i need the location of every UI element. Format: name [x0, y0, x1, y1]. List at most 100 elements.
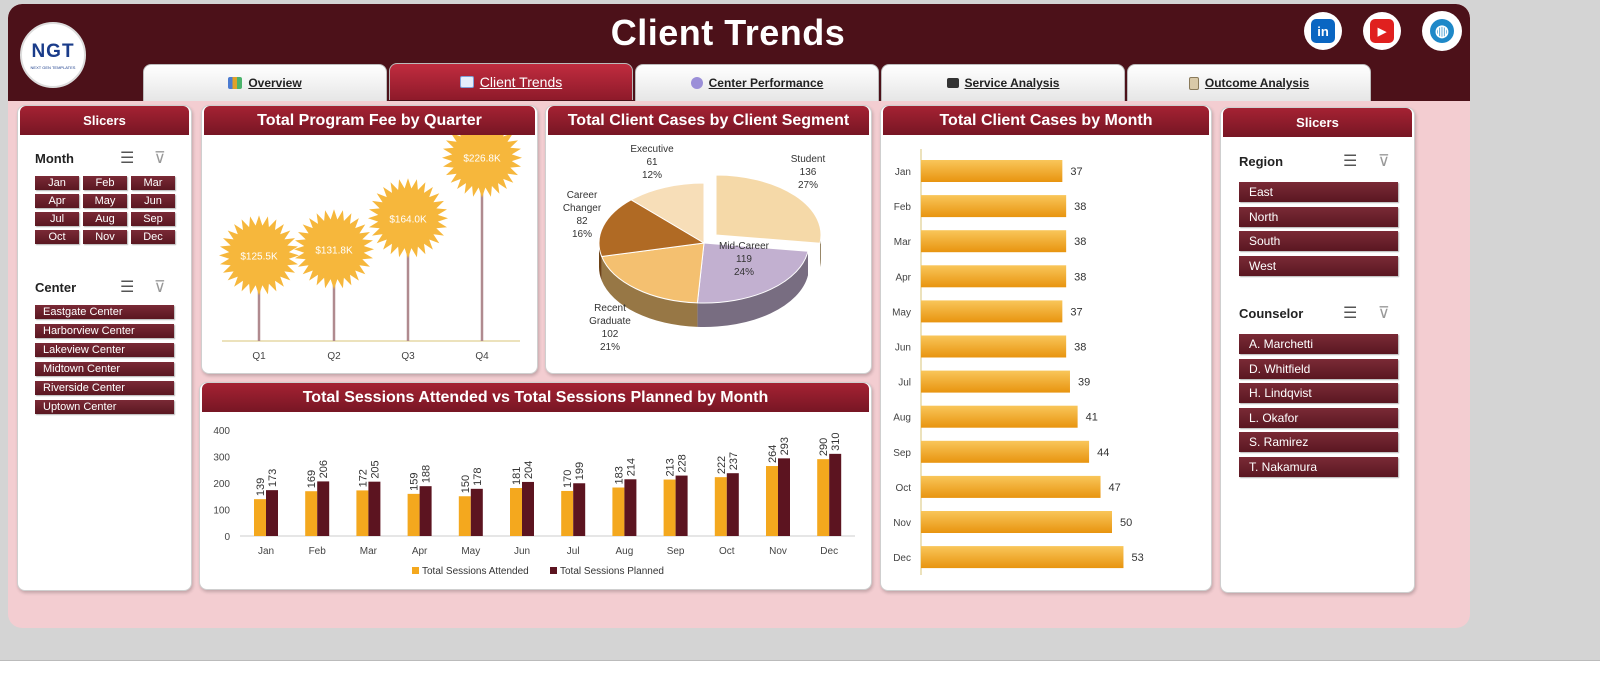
month-slicer-item[interactable]: Nov [83, 230, 127, 244]
x-tick-label: Jul [567, 546, 580, 557]
counselor-slicer-item[interactable]: H. Lindqvist [1239, 383, 1398, 403]
month-tick-label: Mar [894, 237, 912, 248]
y-tick-label: 0 [224, 532, 230, 543]
counselor-slicer-item[interactable]: T. Nakamura [1239, 456, 1398, 477]
session-bar-planned [317, 481, 330, 536]
page-title: Client Trends [610, 12, 846, 53]
website-button[interactable]: ◍ [1422, 11, 1462, 51]
month-slicer-item[interactable]: Aug [83, 212, 127, 226]
pie-chart-svg: Student 136 27% Mid-Career 119 24% Recent Gradu… [563, 144, 826, 353]
clear-filter-icon[interactable]: ⊽ [1378, 153, 1390, 170]
center-slicer-item[interactable]: Midtown Center [35, 362, 174, 376]
month-slicer-item[interactable]: Feb [83, 176, 127, 190]
chart-title: Total Program Fee by Quarter [204, 106, 535, 135]
session-bar-planned [266, 490, 278, 536]
session-data-label: 169 [306, 470, 318, 488]
region-slicer-item[interactable]: North [1239, 206, 1398, 227]
y-tick-label: 100 [213, 506, 230, 517]
month-slicer-item[interactable]: Jul [35, 212, 79, 226]
month-slicer-item[interactable]: Apr [35, 194, 79, 208]
month-tick-label: Dec [893, 553, 911, 564]
tab-center-performance[interactable]: Center Performance [635, 64, 879, 101]
multi-select-icon[interactable]: ☰ [120, 279, 135, 296]
pie-label-name: Changer [563, 203, 602, 214]
month-tick-label: Jan [895, 167, 911, 178]
fee-data-label: $226.8K [463, 154, 501, 165]
month-slicer-item[interactable]: Mar [131, 176, 175, 190]
pie-data-label: Mid-Career 119 24% [719, 241, 770, 278]
center-slicer-item[interactable]: Uptown Center [35, 400, 174, 414]
pie-label-name: Recent [594, 303, 626, 314]
sheet-background [0, 660, 1600, 680]
linkedin-button[interactable]: in [1304, 12, 1342, 50]
month-case-bar [921, 265, 1067, 288]
tab-client-trends[interactable]: Client Trends [389, 63, 633, 100]
counselor-slicer-item[interactable]: S. Ramirez [1239, 432, 1398, 452]
month-slicer-item[interactable]: Jun [131, 194, 175, 208]
center-slicer-item[interactable]: Riverside Center [35, 381, 174, 395]
session-bar-planned [522, 481, 534, 536]
company-logo[interactable]: NGT NEXT GEN TEMPLATES [20, 22, 86, 88]
session-bar-attended [356, 490, 369, 536]
fee-burst-marker [294, 209, 374, 290]
youtube-icon: ▶ [1370, 19, 1394, 43]
pie-label-value: 61 [646, 157, 658, 168]
month-case-bar [921, 195, 1067, 218]
region-slicer-item[interactable]: East [1239, 182, 1398, 202]
session-bar-planned [419, 486, 432, 536]
session-data-label: 170 [562, 470, 574, 488]
x-tick-label: Apr [412, 546, 428, 557]
legend-label: Total Sessions Planned [560, 566, 664, 577]
counselor-slicer-item[interactable]: L. Okafor [1239, 407, 1398, 428]
month-slicer-item[interactable]: Jan [35, 176, 79, 190]
month-case-value: 37 [1070, 306, 1082, 318]
youtube-button[interactable]: ▶ [1363, 12, 1401, 50]
counselor-slicer-item[interactable]: A. Marchetti [1239, 334, 1398, 354]
month-slicer-item[interactable]: Dec [131, 230, 175, 244]
center-slicer-item[interactable]: Harborview Center [35, 324, 174, 338]
session-data-label: 204 [523, 461, 535, 479]
x-tick-label: Feb [309, 546, 327, 557]
session-bar-attended [612, 487, 625, 536]
multi-select-icon[interactable]: ☰ [1343, 153, 1358, 170]
month-slicer-item[interactable]: Oct [35, 230, 79, 244]
region-slicer-item[interactable]: South [1239, 231, 1398, 251]
y-tick-label: 400 [213, 426, 230, 437]
tab-service-analysis[interactable]: Service Analysis [881, 64, 1125, 101]
multi-select-icon[interactable]: ☰ [120, 150, 135, 167]
clear-filter-icon[interactable]: ⊽ [1378, 305, 1390, 322]
tab-overview[interactable]: Overview [143, 64, 387, 101]
center-slicer-item[interactable]: Lakeview Center [35, 343, 174, 357]
month-case-value: 41 [1086, 412, 1098, 424]
session-bar-attended [714, 477, 727, 536]
x-tick-label: Jan [258, 546, 274, 557]
y-tick-label: 200 [213, 479, 230, 490]
session-data-label: 188 [421, 465, 433, 483]
pie-label-pct: 21% [600, 342, 620, 353]
counselor-slicer-item[interactable]: D. Whitfield [1239, 358, 1398, 379]
session-data-label: 290 [818, 438, 830, 456]
tab-outcome-analysis[interactable]: Outcome Analysis [1127, 64, 1371, 101]
pie-label-value: 102 [602, 329, 619, 340]
pie-label-name: Student [791, 154, 826, 165]
chart-title: Total Client Cases by Month [883, 106, 1209, 135]
legend-item: Total Sessions Planned [550, 566, 664, 577]
month-slicer-item[interactable]: May [83, 194, 127, 208]
session-data-label: 293 [779, 437, 791, 455]
dashboard: NGT NEXT GEN TEMPLATES Client Trends in … [8, 4, 1470, 628]
chart-title: Total Client Cases by Client Segment [548, 106, 869, 135]
fee-lollipop-Q1: $125.5K Q1 [219, 215, 299, 362]
month-slicer-item[interactable]: Sep [131, 212, 175, 226]
region-slicer-item[interactable]: West [1239, 255, 1398, 276]
clear-filter-icon[interactable]: ⊽ [154, 150, 166, 167]
month-case-value: 38 [1074, 236, 1086, 248]
clear-filter-icon[interactable]: ⊽ [154, 279, 166, 296]
month-case-value: 50 [1120, 517, 1132, 529]
session-bar-attended [766, 466, 778, 536]
month-case-bar [921, 335, 1067, 358]
multi-select-icon[interactable]: ☰ [1343, 305, 1358, 322]
center-slicer-item[interactable]: Eastgate Center [35, 305, 174, 319]
session-data-label: 150 [460, 475, 472, 493]
session-data-label: 181 [511, 467, 523, 485]
